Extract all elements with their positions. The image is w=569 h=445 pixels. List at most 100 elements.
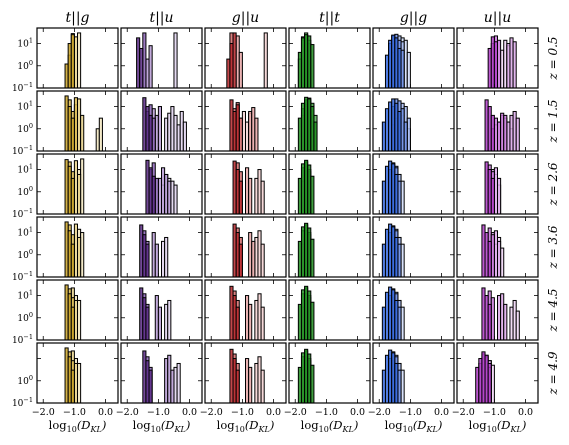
- panel-frame: [456, 279, 539, 341]
- panel: [456, 279, 539, 341]
- histogram-bar: [80, 114, 85, 152]
- histogram-bar: [154, 243, 159, 278]
- histogram-bar: [397, 47, 402, 89]
- panel: [204, 90, 287, 152]
- panel-frame: [36, 27, 119, 89]
- panel-frame: [204, 216, 287, 278]
- histogram-bar: [497, 177, 502, 215]
- histogram-bar: [310, 364, 315, 404]
- histogram-bar: [170, 369, 175, 404]
- column-title: g||u: [232, 10, 259, 26]
- panel-frame: [204, 279, 287, 341]
- histogram-bar: [251, 240, 256, 278]
- y-tick-label: 100: [17, 311, 33, 324]
- panel-frame: [120, 342, 203, 404]
- histogram-bar: [148, 114, 153, 152]
- x-tick-label: −1.0: [399, 407, 422, 418]
- row-label: z = 2.6: [546, 162, 560, 206]
- panel-frame: [36, 153, 119, 215]
- panel-frame: [120, 153, 203, 215]
- panel: [456, 216, 539, 278]
- x-tick-label: 0.0: [350, 407, 365, 418]
- panel: [456, 153, 539, 215]
- histogram-bar: [98, 117, 103, 152]
- x-tick-label: −1.0: [315, 407, 338, 418]
- panel: [372, 27, 455, 89]
- y-tick-label: 101: [17, 226, 33, 239]
- histogram-bar: [232, 32, 237, 89]
- panel-frame: [36, 216, 119, 278]
- x-tick-label: −2.0: [452, 407, 475, 418]
- panel-frame: [372, 27, 455, 89]
- histogram-bar: [260, 180, 265, 215]
- panel: [372, 153, 455, 215]
- column-title: t||g: [65, 10, 89, 26]
- x-axis-label: log10(DKL): [469, 418, 527, 434]
- x-tick-label: 0.0: [266, 407, 281, 418]
- panel: 10−1 100: [12, 342, 119, 409]
- histogram-bar: [173, 32, 178, 89]
- y-tick-label: 10−1: [12, 333, 33, 346]
- histogram-bar: [406, 51, 411, 89]
- panel-frame: [372, 153, 455, 215]
- x-tick-label: −1.0: [147, 407, 170, 418]
- histogram-bar: [394, 299, 399, 341]
- x-axis-label: log10(DKL): [133, 418, 191, 434]
- column-title: u||u: [484, 10, 511, 26]
- histogram-bar: [397, 110, 402, 152]
- y-tick-label: 101: [17, 100, 33, 113]
- x-tick-label: −2.0: [284, 407, 307, 418]
- histogram-bar: [487, 362, 492, 404]
- panel-frame: [120, 279, 203, 341]
- panel-frame: [120, 90, 203, 152]
- histogram-bar: [248, 177, 253, 215]
- panel-frame: [204, 90, 287, 152]
- panel: [456, 90, 539, 152]
- panel: [372, 90, 455, 152]
- panel-frame: [36, 342, 119, 404]
- histogram-bar: [238, 180, 243, 215]
- histogram-bar: [497, 240, 502, 278]
- histogram-bar: [394, 173, 399, 215]
- histogram-bar: [70, 243, 75, 278]
- panel: [120, 342, 203, 404]
- histogram-bar: [167, 180, 172, 215]
- panel: [288, 90, 371, 152]
- panel-frame: [456, 27, 539, 89]
- panel: [120, 27, 203, 89]
- x-axis-label: log10(DKL): [49, 418, 107, 434]
- histogram-bar: [490, 114, 495, 152]
- panel-frame: [372, 90, 455, 152]
- histogram-bar: [503, 303, 508, 341]
- histogram-bar: [157, 106, 163, 152]
- panel: [372, 279, 455, 341]
- panel: [288, 27, 371, 89]
- panel: [204, 153, 287, 215]
- histogram-bar: [167, 299, 172, 341]
- histogram-bar: [248, 303, 253, 341]
- histogram-bar: [248, 366, 253, 404]
- y-tick-label: 101: [17, 37, 33, 50]
- y-tick-label: 100: [17, 122, 33, 135]
- panel: 10−1 100 101: [12, 279, 119, 346]
- panel-frame: [456, 216, 539, 278]
- histogram-bar: [490, 177, 495, 215]
- histogram-bar: [151, 175, 156, 215]
- histogram-bar: [70, 34, 75, 89]
- histogram-bar: [254, 117, 259, 152]
- histogram-bar: [238, 243, 243, 278]
- histogram-bar: [503, 114, 508, 152]
- panel-frame: [120, 216, 203, 278]
- y-tick-label: 10−1: [12, 144, 33, 157]
- histogram-bar: [235, 369, 240, 404]
- panel: 10−1 100 101: [12, 153, 119, 220]
- histogram-bar: [263, 32, 268, 89]
- histogram-bar: [310, 301, 315, 341]
- panel-frame: [288, 27, 371, 89]
- histogram-bar: [394, 362, 399, 404]
- histogram-bar: [493, 41, 499, 89]
- column-titles: t||g t||u g||u t||t g||g u||u: [65, 10, 511, 26]
- row-label: z = 1.5: [546, 99, 560, 143]
